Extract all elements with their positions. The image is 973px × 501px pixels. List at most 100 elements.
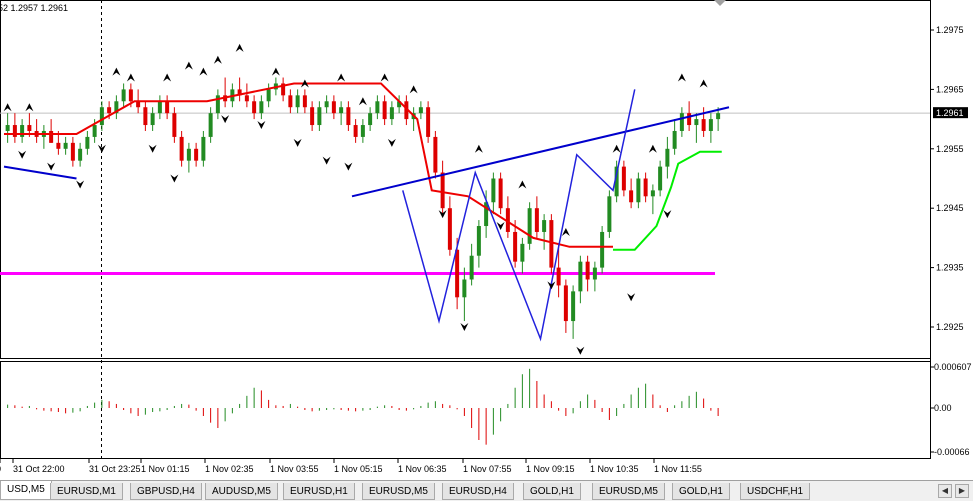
candle-body xyxy=(694,119,699,126)
tabs-scroll-left-button[interactable]: ◀ xyxy=(938,484,952,498)
candle-body xyxy=(534,208,539,232)
time-axis-label: 1 Nov 07:55 xyxy=(463,464,512,474)
candle-body xyxy=(621,166,626,191)
candle-body xyxy=(12,125,17,137)
time-axis-label: 0 xyxy=(0,464,1,474)
candle-body xyxy=(215,95,220,114)
chart-tab[interactable]: GBPUSD,H4 xyxy=(130,483,202,500)
candle-body xyxy=(389,107,394,120)
time-axis-label: 1 Nov 06:35 xyxy=(398,464,447,474)
fractal-down-arrow xyxy=(97,144,106,153)
candle-body xyxy=(208,113,213,137)
chart-tab[interactable]: EURUSD,H4 xyxy=(442,483,514,500)
fractal-up-arrow xyxy=(300,79,309,88)
zigzag-pattern-line xyxy=(402,89,636,342)
fractal-down-arrow xyxy=(663,210,672,219)
candle-body xyxy=(244,95,249,102)
fractal-down-arrow xyxy=(438,210,447,219)
candle-body xyxy=(121,89,126,102)
candle-body xyxy=(143,107,148,126)
chart-tab[interactable]: EURUSD,M5 xyxy=(592,483,665,500)
candle-body xyxy=(107,107,112,114)
green-trend-line xyxy=(613,150,722,251)
candle-body xyxy=(433,136,438,173)
indicator-axis: 0.000607 0.00 -0.00066 xyxy=(930,362,972,457)
candle-body xyxy=(397,101,402,108)
fractal-up-arrow xyxy=(213,55,222,64)
candle-body xyxy=(498,178,503,209)
candle-body xyxy=(382,101,387,120)
chart-tab[interactable]: GOLD,H1 xyxy=(523,483,581,500)
candle-body xyxy=(665,148,670,167)
fractal-down-arrow xyxy=(344,162,353,171)
candle-body xyxy=(172,113,177,137)
fractal-down-arrow xyxy=(496,222,505,231)
candle-body xyxy=(353,125,358,137)
chart-tab[interactable]: USDCHF,H1 xyxy=(740,483,811,500)
pattern-layer xyxy=(402,89,636,342)
time-axis-label: 1 Nov 02:35 xyxy=(205,464,254,474)
candle-body xyxy=(462,279,467,298)
chart-tab[interactable]: AUDUSD,M5 xyxy=(205,483,278,500)
indicator-pane-frame xyxy=(0,361,931,459)
chart-tab[interactable]: EURUSD,M1 xyxy=(50,483,123,500)
time-axis-label: 1 Nov 09:15 xyxy=(526,464,575,474)
fractal-up-arrow xyxy=(163,73,172,82)
fractal-up-arrow xyxy=(474,144,483,153)
tabs-scroll-right-button[interactable]: ▶ xyxy=(955,484,969,498)
chart-shift-marker[interactable] xyxy=(714,0,726,6)
fractal-down-arrow xyxy=(221,115,230,124)
candle-body xyxy=(302,95,307,108)
histogram-layer xyxy=(7,368,719,445)
blue-trendline xyxy=(351,106,730,198)
candle-body xyxy=(571,291,576,322)
fractal-up-arrow xyxy=(3,103,12,112)
candle-body xyxy=(600,231,605,268)
indicator-axis-label: -0.00066 xyxy=(934,447,970,457)
chart-tab[interactable]: GOLD,H1 xyxy=(672,483,730,500)
candle-body xyxy=(701,119,706,131)
price-axis-label: 1.2955 xyxy=(936,144,964,154)
fractal-up-arrow xyxy=(25,103,34,112)
fractal-up-arrow xyxy=(358,97,367,106)
candle-body xyxy=(672,130,677,149)
candle-body xyxy=(99,107,104,126)
candle-body xyxy=(455,249,460,298)
candle-body xyxy=(556,267,561,286)
chart-tab[interactable]: EURUSD,M5 xyxy=(362,483,435,500)
time-axis: 0 31 Oct 22:00 31 Oct 23:251 Nov 01:15 1 No… xyxy=(0,459,702,474)
candle-body xyxy=(20,125,25,137)
fractal-up-arrow xyxy=(112,67,121,76)
candle-body xyxy=(201,136,206,161)
current-price-marker: 1.2961 xyxy=(933,107,968,119)
candle-body xyxy=(5,125,10,131)
candle-body xyxy=(252,101,257,114)
indicator-axis-label: 0.000607 xyxy=(934,362,972,372)
fractal-down-arrow xyxy=(460,323,469,331)
trend-layer xyxy=(4,82,722,251)
candle-body xyxy=(426,107,431,137)
candle-body xyxy=(708,119,713,131)
candle-body xyxy=(607,196,612,232)
candle-body xyxy=(179,136,184,161)
chart-tab[interactable]: EURUSD,H1 xyxy=(283,483,355,500)
chart-canvas[interactable]: 52 1.2957 1.2961 1.2975 1.2965 1.2955 1.294… xyxy=(0,0,973,480)
time-axis-label: 1 Nov 03:55 xyxy=(270,464,319,474)
candle-body xyxy=(49,130,54,143)
fractal-up-arrow xyxy=(271,67,280,76)
candle-body xyxy=(281,83,286,96)
time-axis-label: 1 Nov 11:55 xyxy=(654,464,702,474)
time-axis-label: 31 Oct 23:25 xyxy=(89,464,141,474)
candle-body xyxy=(636,178,641,203)
chart-tab[interactable]: USD,M5 xyxy=(0,481,52,500)
fractal-down-arrow xyxy=(293,138,302,147)
chart-tabs-bar: ◀ ▶ USD,M5 EURUSD,M1 GBPUSD,H4 AUDUSD,M5 EUR… xyxy=(0,480,973,501)
candle-body xyxy=(63,142,68,149)
candle-body xyxy=(324,101,329,108)
fractal-up-arrow xyxy=(518,180,527,189)
fractals-layer xyxy=(3,43,708,355)
symbol-info-text: 52 1.2957 1.2961 xyxy=(0,3,68,13)
candle-body xyxy=(687,113,692,126)
candle-body xyxy=(375,101,380,114)
candle-body xyxy=(92,125,97,137)
